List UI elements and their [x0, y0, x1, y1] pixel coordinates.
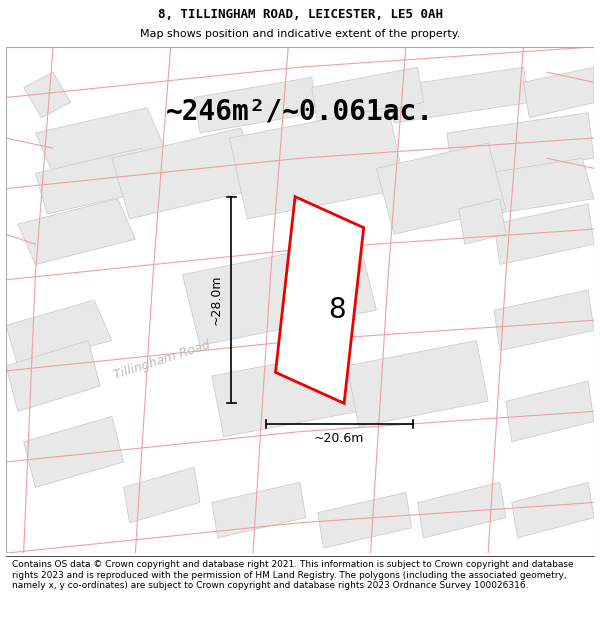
- Polygon shape: [494, 290, 594, 351]
- Text: ~246m²/~0.061ac.: ~246m²/~0.061ac.: [166, 98, 434, 126]
- Polygon shape: [6, 341, 100, 411]
- Polygon shape: [194, 78, 317, 133]
- Polygon shape: [23, 72, 71, 118]
- Polygon shape: [312, 67, 424, 122]
- Polygon shape: [494, 204, 594, 264]
- Polygon shape: [347, 341, 488, 426]
- Polygon shape: [112, 128, 259, 219]
- Polygon shape: [512, 482, 594, 538]
- Polygon shape: [447, 112, 594, 179]
- Polygon shape: [506, 381, 594, 442]
- Polygon shape: [229, 107, 406, 219]
- Polygon shape: [182, 239, 376, 346]
- Text: 8: 8: [328, 296, 346, 324]
- Polygon shape: [275, 197, 364, 403]
- Polygon shape: [388, 67, 529, 122]
- Polygon shape: [18, 199, 136, 264]
- Polygon shape: [212, 351, 359, 437]
- Polygon shape: [459, 199, 506, 244]
- Polygon shape: [23, 416, 124, 488]
- Text: Tillingham Road: Tillingham Road: [112, 339, 212, 382]
- Polygon shape: [317, 492, 412, 548]
- Polygon shape: [124, 467, 200, 522]
- Text: ~28.0m: ~28.0m: [209, 275, 223, 325]
- Polygon shape: [453, 158, 594, 219]
- Text: 8, TILLINGHAM ROAD, LEICESTER, LE5 0AH: 8, TILLINGHAM ROAD, LEICESTER, LE5 0AH: [157, 8, 443, 21]
- Text: ~20.6m: ~20.6m: [314, 432, 364, 444]
- Polygon shape: [35, 107, 165, 173]
- Polygon shape: [376, 143, 506, 234]
- Text: Map shows position and indicative extent of the property.: Map shows position and indicative extent…: [140, 29, 460, 39]
- Polygon shape: [35, 148, 159, 214]
- Polygon shape: [523, 67, 594, 118]
- Polygon shape: [212, 482, 306, 538]
- Text: Contains OS data © Crown copyright and database right 2021. This information is : Contains OS data © Crown copyright and d…: [12, 560, 574, 590]
- Polygon shape: [6, 300, 112, 366]
- Polygon shape: [418, 482, 506, 538]
